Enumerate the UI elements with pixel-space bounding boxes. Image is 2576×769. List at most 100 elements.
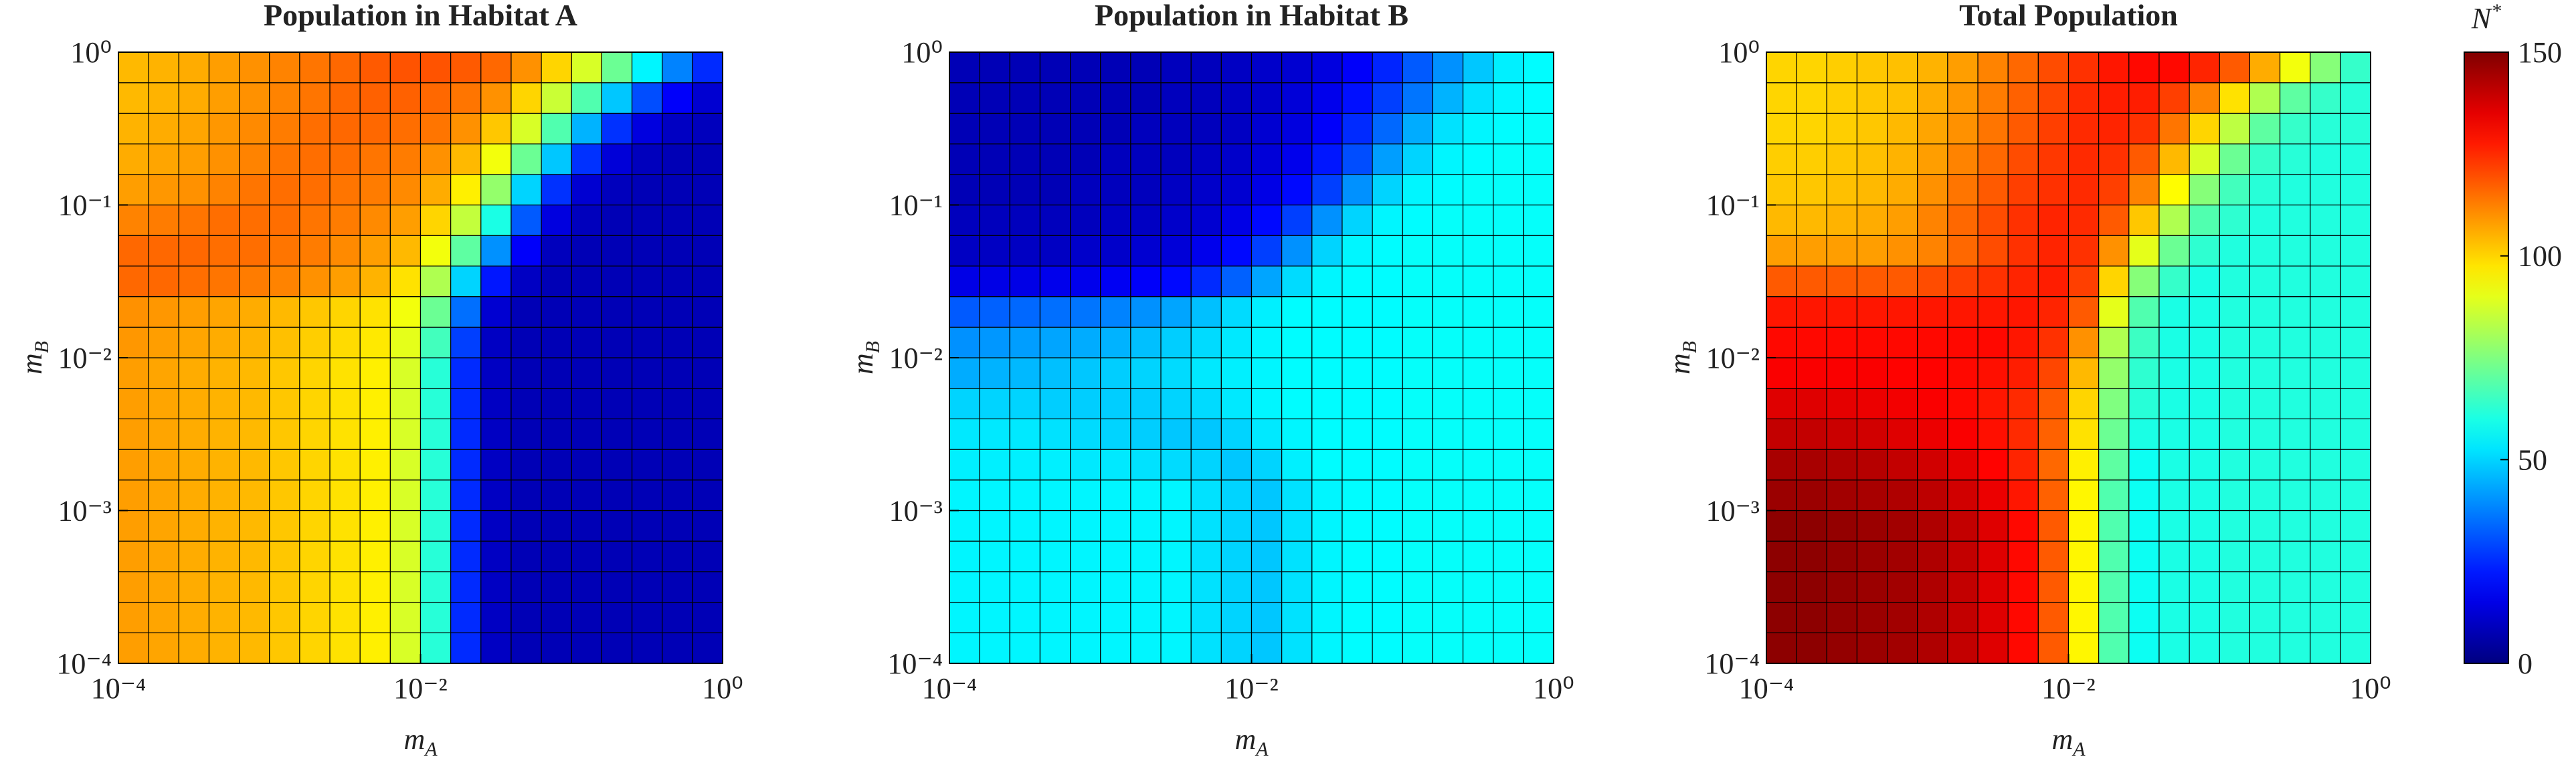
heatmap-cell — [389, 571, 422, 603]
heatmap-cell — [1220, 112, 1253, 144]
heatmap-cell — [631, 449, 663, 481]
heatmap-cell — [299, 112, 331, 144]
heatmap-cell — [1372, 51, 1403, 84]
heatmap-cell — [2098, 571, 2130, 603]
heatmap-cell — [631, 571, 663, 603]
heatmap-cell — [329, 296, 361, 328]
heatmap-cell — [1342, 449, 1373, 481]
heatmap-cell — [2128, 479, 2160, 512]
heatmap-cell — [1523, 51, 1554, 84]
heatmap-cell — [949, 418, 980, 450]
heatmap-cell — [1069, 82, 1101, 114]
heatmap-cell — [450, 265, 482, 298]
heatmap-cell — [148, 449, 179, 481]
heatmap-cell — [979, 235, 1010, 267]
heatmap-cell — [2007, 449, 2039, 481]
axis-label: mB — [1663, 341, 1701, 374]
heatmap-cell — [1947, 204, 1979, 236]
heatmap-cell — [2340, 571, 2371, 603]
heatmap-cell — [299, 296, 331, 328]
heatmap-cell — [269, 265, 300, 298]
heatmap-cell — [208, 82, 240, 114]
heatmap-cell — [631, 632, 663, 664]
heatmap-cell — [2189, 540, 2220, 572]
heatmap-cell — [1009, 326, 1041, 358]
heatmap-cell — [2189, 174, 2220, 206]
heatmap-cell — [1190, 82, 1222, 114]
heatmap-cell — [601, 388, 633, 420]
heatmap-cell — [2067, 510, 2100, 542]
heatmap-cell — [1432, 632, 1464, 664]
heatmap-cell — [541, 326, 572, 358]
heatmap-cell — [1069, 357, 1101, 389]
heatmap-cell — [1977, 265, 2009, 298]
heatmap-cell — [148, 632, 179, 664]
heatmap-cell — [1887, 418, 1918, 450]
heatmap-cell — [2189, 143, 2220, 175]
heatmap-cell — [541, 143, 572, 175]
heatmap-cell — [2128, 296, 2160, 328]
heatmap-cell — [1796, 632, 1827, 664]
heatmap-cell — [329, 82, 361, 114]
heatmap-cell — [571, 479, 603, 512]
heatmap-cell — [631, 326, 663, 358]
heatmap-cell — [1462, 143, 1494, 175]
heatmap-cell — [662, 143, 693, 175]
heatmap-cell — [1372, 601, 1403, 633]
heatmap-cell — [571, 235, 603, 267]
heatmap-cell — [1856, 235, 1888, 267]
heatmap-cell — [1342, 204, 1373, 236]
heatmap-cell — [1160, 265, 1192, 298]
heatmap-cell — [1826, 296, 1858, 328]
heatmap-cell — [1977, 357, 2009, 389]
heatmap-cell — [2279, 296, 2311, 328]
heatmap-cell — [1523, 388, 1554, 420]
heatmap-cell — [2219, 388, 2251, 420]
heatmap-cell — [979, 540, 1010, 572]
heatmap-cell — [1977, 143, 2009, 175]
heatmap-cell — [601, 418, 633, 450]
heatmap-cell — [1281, 174, 1313, 206]
heatmap-cell — [1887, 204, 1918, 236]
heatmap-cell — [571, 204, 603, 236]
heatmap-cell — [2189, 571, 2220, 603]
heatmap-cell — [1493, 235, 1524, 267]
axis-label: mA — [403, 723, 438, 760]
heatmap-cell — [1281, 510, 1313, 542]
heatmap-cell — [1947, 510, 1979, 542]
heatmap-cell — [148, 571, 179, 603]
heatmap-cell — [1947, 112, 1979, 144]
heatmap-cell — [420, 112, 452, 144]
heatmap-cell — [2249, 479, 2281, 512]
heatmap-cell — [1311, 632, 1343, 664]
heatmap-cell — [1130, 82, 1162, 114]
heatmap-cell — [2219, 632, 2251, 664]
heatmap-cell — [420, 357, 452, 389]
heatmap-cell — [389, 418, 422, 450]
heatmap-cell — [511, 82, 542, 114]
heatmap-cell — [1069, 265, 1101, 298]
heatmap-cell — [299, 388, 331, 420]
heatmap-cell — [1856, 82, 1888, 114]
heatmap-cell — [1796, 82, 1827, 114]
heatmap-cell — [269, 296, 300, 328]
heatmap-cell — [1402, 235, 1434, 267]
colorbar-label: N* — [2471, 0, 2501, 35]
heatmap-cell — [2128, 571, 2160, 603]
heatmap-cell — [389, 235, 422, 267]
heatmap-cell — [2128, 174, 2160, 206]
heatmap-cell — [2007, 632, 2039, 664]
heatmap-cell — [1342, 540, 1373, 572]
heatmap-cell — [511, 265, 542, 298]
heatmap-cell — [118, 571, 149, 603]
heatmap-cell — [178, 82, 210, 114]
heatmap-cell — [1251, 174, 1283, 206]
heatmap-cell — [511, 449, 542, 481]
heatmap-cell — [359, 204, 391, 236]
heatmap-cell — [1493, 601, 1524, 633]
x-tick-label: 10⁻² — [2041, 672, 2095, 705]
heatmap-cell — [1766, 204, 1797, 236]
heatmap-cell — [450, 510, 482, 542]
heatmap-cell — [949, 510, 980, 542]
colorbar-tick-label: 150 — [2518, 36, 2562, 69]
